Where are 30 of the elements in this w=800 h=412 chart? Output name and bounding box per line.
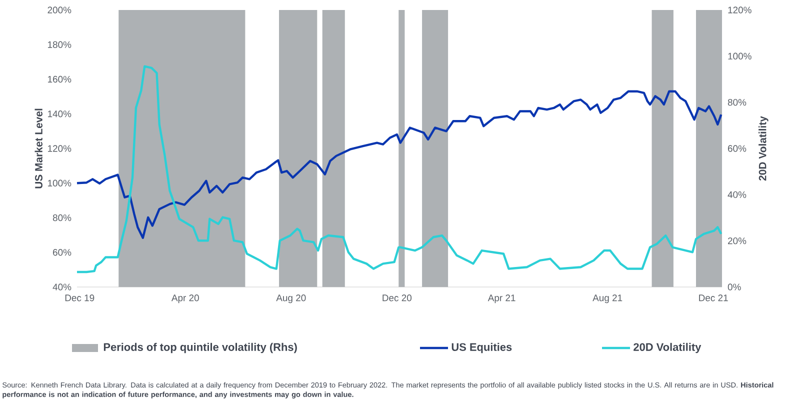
line-series xyxy=(76,90,722,239)
y-tick-label: 80% xyxy=(52,214,72,222)
y-axis-title: US Market Level xyxy=(34,108,42,188)
y-tick-label: 100% xyxy=(48,180,72,186)
y2-tick-label: 100% xyxy=(728,52,752,60)
y-tick-label: 160% xyxy=(48,76,72,83)
y2-tick-label: 40% xyxy=(728,191,746,198)
y-tick-label: 200% xyxy=(48,6,72,14)
y-tick-label: 60% xyxy=(53,249,72,256)
y2-tick-label: 0% xyxy=(728,284,741,290)
line-series xyxy=(76,65,722,274)
x-tick-label: Aug 20 xyxy=(276,294,306,304)
legend-label: US Equities xyxy=(452,342,512,354)
x-tick-label: Dec 20 xyxy=(382,294,412,302)
x-tick-label: Aug 21 xyxy=(592,294,622,304)
y2-tick-label: 120% xyxy=(728,6,752,14)
y2-axis-title: 20D Volatility xyxy=(758,116,768,181)
y-tick-label: 140% xyxy=(48,110,72,118)
x-tick-label: Apr 21 xyxy=(488,294,516,304)
legend-label: Periods of top quintile volatility (Rhs) xyxy=(104,342,297,354)
y2-tick-label: 20% xyxy=(728,237,746,244)
legend-label: 20D Volatility xyxy=(634,342,702,354)
x-tick-label: Apr 20 xyxy=(171,294,199,304)
y-tick-label: 120% xyxy=(48,145,72,152)
x-tick-label: Dec 21 xyxy=(699,294,728,302)
x-tick-label: Dec 19 xyxy=(65,294,94,302)
y-tick-label: 40% xyxy=(52,284,72,290)
y2-tick-label: 60% xyxy=(728,145,746,152)
y2-tick-label: 80% xyxy=(728,98,746,106)
y-tick-label: 180% xyxy=(48,41,72,48)
